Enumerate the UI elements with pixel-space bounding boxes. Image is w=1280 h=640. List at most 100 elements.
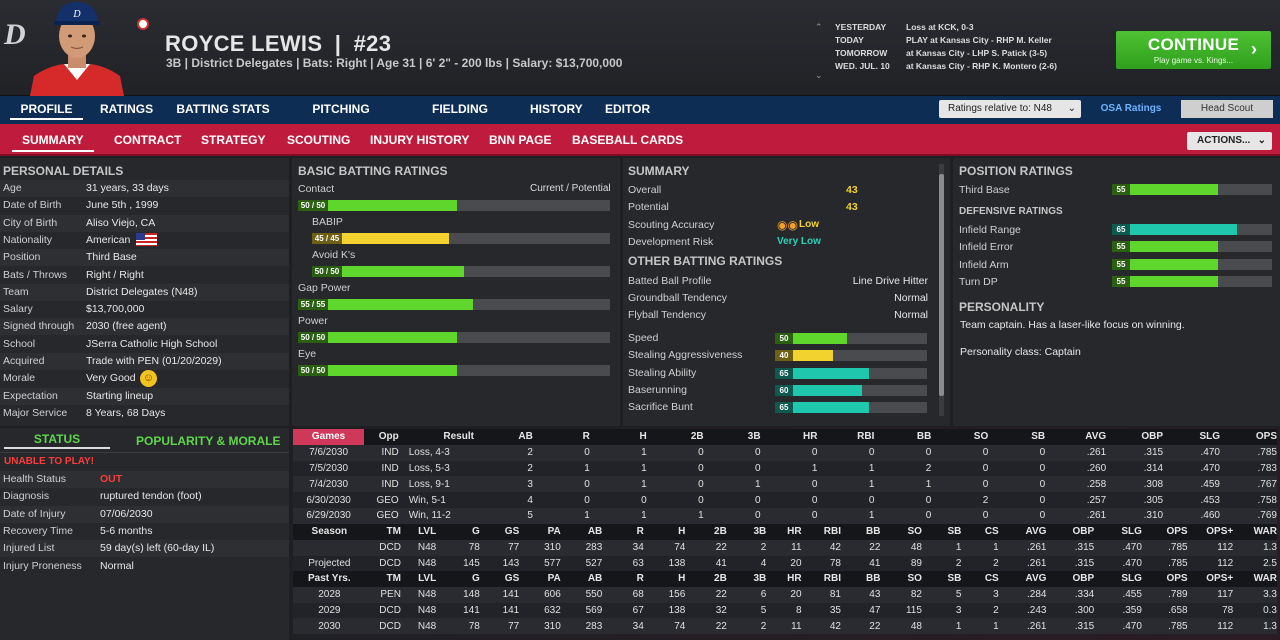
subtab-summary[interactable]: SUMMARY — [12, 124, 94, 156]
table-cell: 5 — [955, 589, 962, 601]
rating-bar-value: 65 — [1112, 224, 1130, 235]
tab-popularity-morale[interactable]: POPULARITY & MORALE — [136, 434, 280, 448]
table-cell: .258 — [1086, 478, 1107, 490]
continue-button[interactable]: CONTINUE Play game vs. Kings... › — [1116, 31, 1271, 69]
table-cell: .315 — [1143, 447, 1164, 459]
subtab-label: STRATEGY — [201, 133, 266, 147]
table-cell: .310 — [1143, 510, 1164, 522]
avatar: D — [18, 0, 136, 96]
column-header: CS — [984, 526, 999, 538]
rating-bar-fill — [298, 299, 474, 310]
table-cell: .785 — [1168, 542, 1188, 554]
table-cell: 1 — [925, 478, 932, 490]
rating-bar-value: 55 — [1112, 184, 1130, 195]
status-label: Date of Injury — [3, 507, 66, 520]
rating-bar-fill — [775, 350, 833, 362]
table-cell: .359 — [1122, 604, 1142, 616]
table-cell: 3 — [993, 589, 999, 601]
table-cell: 3 — [955, 604, 962, 616]
row-stripe — [0, 180, 289, 197]
tab-pitching-stats[interactable]: PITCHING STATS — [293, 96, 389, 143]
column-header[interactable]: Games — [293, 429, 365, 445]
table-cell: 42 — [829, 620, 841, 632]
table-cell: 527 — [585, 557, 603, 569]
table-cell: 0 — [698, 462, 704, 474]
table-cell: 78 — [1222, 604, 1234, 616]
ratings-relative-select[interactable]: Ratings relative to: N48 ⌄ — [939, 100, 1081, 118]
table-cell: 1.3 — [1263, 542, 1277, 554]
column-header: SO — [907, 573, 922, 585]
rating-bar-value: 50 / 50 — [298, 332, 328, 343]
subtab-injury-history[interactable]: INJURY HISTORY — [370, 124, 469, 156]
scrollbar-thumb[interactable] — [939, 174, 944, 396]
table-cell: 1 — [868, 462, 875, 474]
status-value: 5-6 months — [100, 524, 153, 537]
subtab-contract[interactable]: CONTRACT — [114, 124, 181, 156]
table-cell: 632 — [544, 604, 561, 616]
tab-editor[interactable]: EDITOR — [605, 96, 650, 124]
schedule-event: at Kansas City - LHP S. Patick (3-5) — [906, 48, 1048, 58]
column-header: 2B — [714, 573, 727, 585]
table-cell: 138 — [668, 604, 686, 616]
detail-value: Aliso Viejo, CA — [86, 216, 156, 229]
table-header-row: Season TM LVL G GS PA AB R H 2B 3B HR RBI BB SO SB CS AVG… — [293, 524, 1277, 540]
table-cell: 138 — [668, 557, 686, 569]
batting-profile-value: Normal — [894, 309, 928, 321]
rating-bar: 65 — [1112, 224, 1272, 235]
column-header: RBI — [823, 573, 841, 585]
chevron-down-icon[interactable]: ⌄ — [815, 70, 823, 80]
table-cell: 606 — [544, 589, 561, 601]
column-header: BB — [916, 431, 932, 443]
tab-label: HISTORY — [530, 102, 583, 116]
actions-dropdown[interactable]: ACTIONS... ⌄ — [1187, 132, 1272, 150]
column-header: OPS+ — [1206, 526, 1234, 538]
table-cell: 0 — [1039, 494, 1046, 506]
rating-bar-value: 45 / 45 — [312, 233, 342, 244]
table-cell: 43 — [869, 589, 881, 601]
head-scout-button[interactable]: Head Scout — [1181, 100, 1273, 118]
rating-bar-value: 55 — [1112, 258, 1130, 270]
player-info: 3B | District Delegates | Bats: Right | … — [166, 56, 623, 70]
table-cell: 22 — [869, 620, 881, 632]
tab-fielding-stats[interactable]: FIELDING STATS — [414, 96, 506, 143]
subtab-bnn-page[interactable]: BNN PAGE — [489, 124, 551, 156]
potential-label: Potential — [628, 201, 669, 213]
status-label: Health Status — [3, 473, 67, 485]
schedule-day: YESTERDAY — [835, 22, 887, 32]
tab-history[interactable]: HISTORY — [530, 96, 583, 124]
subtab-label: SCOUTING — [287, 133, 351, 147]
table-cell: 569 — [585, 604, 603, 616]
table-cell: 6/30/2030 — [306, 494, 351, 506]
row-stripe — [0, 471, 289, 488]
table-cell: 47 — [869, 604, 881, 616]
rating-bar-fill — [775, 333, 848, 344]
tab-profile[interactable]: PROFILE — [10, 96, 83, 124]
subtab-strategy[interactable]: STRATEGY — [201, 124, 265, 156]
table-cell: DCD — [379, 542, 401, 554]
subtab-scouting[interactable]: SCOUTING — [287, 124, 350, 156]
development-risk-value: Very Low — [777, 236, 821, 247]
table-cell: 7/5/2030 — [309, 462, 349, 474]
status-value: 07/06/2030 — [100, 507, 153, 520]
tab-batting-stats[interactable]: BATTING STATS — [176, 96, 270, 124]
tab-ratings[interactable]: RATINGS — [100, 96, 153, 124]
table-cell: IND — [381, 447, 399, 459]
table-header-row: Past Yrs. TM LVL G GS PA AB R H 2B 3B HR RBI BB SO SB CS… — [293, 571, 1277, 587]
subtab-baseball-cards[interactable]: BASEBALL CARDS — [572, 124, 683, 156]
table-cell: 1 — [698, 510, 704, 522]
table-cell: 2 — [955, 557, 962, 569]
tab-status[interactable]: STATUS — [4, 432, 110, 449]
column-header: OPS — [1166, 573, 1188, 585]
scrollbar[interactable] — [939, 164, 944, 416]
subtab-label: INJURY HISTORY — [370, 133, 470, 147]
osa-ratings-button[interactable]: OSA Ratings — [1084, 100, 1178, 118]
column-header: SB — [1031, 431, 1046, 443]
table-cell: .261 — [1027, 542, 1047, 554]
table-row: 2030 DCD N48 78 77 310 283 34 74 22 2 11 42 22 48 1 1.26… — [293, 618, 1277, 635]
rating-bar-value: 65 — [775, 402, 793, 414]
column-header: 3B — [753, 526, 767, 538]
table-cell: .470 — [1200, 462, 1220, 474]
table-cell: GEO — [376, 510, 399, 522]
chevron-up-icon[interactable]: ⌃ — [815, 22, 823, 32]
column-header: Past Yrs. — [308, 573, 351, 585]
